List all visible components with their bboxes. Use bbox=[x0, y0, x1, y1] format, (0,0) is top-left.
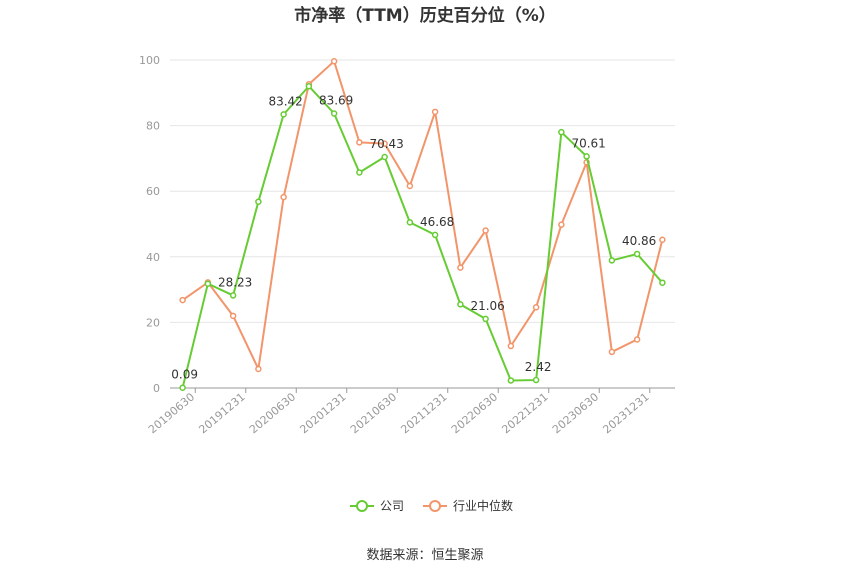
chart-title: 市净率（TTM）历史百分位（%） bbox=[294, 5, 556, 26]
data-point bbox=[431, 108, 439, 116]
data-point bbox=[280, 193, 287, 201]
x-tick-label: 20200630 bbox=[247, 390, 298, 436]
data-point bbox=[431, 231, 439, 239]
data-point bbox=[229, 292, 237, 299]
y-tick-label: 80 bbox=[146, 120, 160, 133]
x-tick-label: 20220630 bbox=[449, 390, 500, 436]
data-point bbox=[406, 182, 414, 190]
data-point bbox=[356, 169, 363, 176]
legend-marker bbox=[429, 500, 441, 512]
data-point bbox=[558, 221, 565, 228]
data-point bbox=[330, 110, 338, 117]
data-point bbox=[608, 257, 616, 264]
data-point bbox=[532, 376, 540, 384]
data-label: 70.43 bbox=[369, 137, 403, 151]
data-point bbox=[280, 111, 287, 118]
y-tick-label: 20 bbox=[146, 316, 160, 329]
data-label: 0.09 bbox=[171, 368, 198, 382]
series-line bbox=[181, 85, 664, 388]
data-point bbox=[659, 236, 666, 243]
data-point bbox=[507, 342, 515, 350]
y-tick-label: 60 bbox=[146, 185, 160, 198]
data-point bbox=[482, 315, 489, 323]
series bbox=[179, 58, 666, 391]
axes: 0 20 40 60 80 100 20190630 20191231 20200630 2020… bbox=[139, 54, 675, 436]
legend-label: 行业中位数 bbox=[453, 498, 513, 513]
data-point bbox=[583, 153, 590, 160]
legend-item[interactable]: 行业中位数 bbox=[423, 498, 513, 513]
data-point bbox=[633, 250, 641, 258]
data-point bbox=[457, 264, 464, 271]
data-point bbox=[532, 304, 540, 311]
legend[interactable]: 公司 行业中位数 bbox=[350, 498, 513, 513]
x-tick-label: 20201231 bbox=[297, 390, 348, 436]
data-point bbox=[204, 280, 212, 287]
data-label: 21.06 bbox=[470, 299, 504, 313]
data-point bbox=[381, 153, 388, 161]
data-labels: 0.09 28.23 83.42 83.69 70.43 46.68 21.06 2.42 70… bbox=[171, 93, 656, 381]
x-tick-label: 20231231 bbox=[600, 390, 651, 436]
data-label: 46.68 bbox=[420, 215, 454, 229]
y-tick-label: 40 bbox=[146, 251, 160, 264]
data-label: 2.42 bbox=[525, 360, 552, 374]
data-label: 28.23 bbox=[218, 275, 252, 289]
data-point bbox=[179, 384, 186, 391]
data-label: 40.86 bbox=[622, 234, 656, 248]
data-point bbox=[255, 365, 262, 373]
grid bbox=[170, 59, 675, 323]
data-label: 83.42 bbox=[268, 94, 302, 108]
legend-label: 公司 bbox=[380, 499, 404, 513]
data-point bbox=[356, 139, 363, 146]
x-tick-label: 20211231 bbox=[398, 390, 449, 436]
data-point bbox=[255, 198, 262, 205]
x-tick-label: 20221231 bbox=[499, 390, 550, 436]
data-point bbox=[179, 296, 186, 304]
data-point bbox=[633, 336, 641, 343]
data-point bbox=[229, 312, 237, 320]
data-label: 70.61 bbox=[571, 136, 605, 150]
legend-item[interactable]: 公司 bbox=[350, 499, 404, 513]
data-point bbox=[558, 128, 565, 136]
x-tick-label: 20190630 bbox=[146, 390, 197, 436]
y-tick-label: 0 bbox=[153, 382, 160, 395]
y-tick-label: 100 bbox=[139, 54, 160, 67]
data-point bbox=[381, 140, 388, 147]
x-tick-label: 20230630 bbox=[550, 390, 601, 436]
data-label: 83.69 bbox=[319, 93, 353, 107]
data-point bbox=[482, 227, 489, 234]
source-text: 数据来源：恒生聚源 bbox=[366, 548, 483, 563]
data-point bbox=[507, 377, 515, 384]
data-point bbox=[305, 82, 313, 90]
x-tick-label: 20191231 bbox=[196, 390, 247, 436]
legend-marker bbox=[356, 500, 368, 512]
series-line bbox=[182, 60, 664, 370]
data-point bbox=[457, 301, 464, 308]
x-tick-label: 20210630 bbox=[348, 390, 399, 436]
data-point bbox=[330, 58, 338, 65]
data-point bbox=[406, 219, 414, 226]
data-point bbox=[659, 279, 666, 286]
data-point bbox=[608, 348, 616, 356]
